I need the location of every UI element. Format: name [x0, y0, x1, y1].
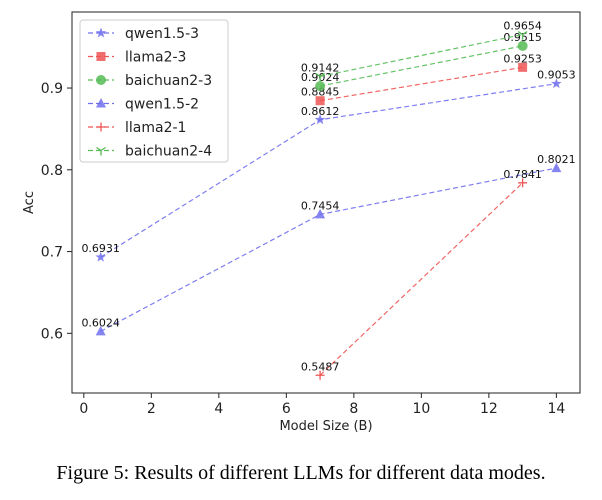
data-point	[315, 96, 325, 106]
data-label: 0.8021	[537, 153, 576, 166]
data-label: 0.8612	[301, 105, 340, 118]
series-baichuan2-4: 0.9142 0.9654	[301, 20, 542, 82]
x-axis-title: Model Size (B)	[279, 419, 372, 434]
data-point	[95, 251, 106, 262]
series-qwen1.5-2: 0.6024 0.7454 0.8021	[81, 153, 576, 336]
legend-item: llama2-3	[88, 50, 186, 66]
series-llama2-1: 0.5487 0.7841	[301, 168, 542, 380]
data-label: 0.9053	[537, 69, 576, 82]
legend-label: qwen1.5-2	[125, 97, 199, 113]
data-point	[315, 370, 325, 380]
legend: qwen1.5-3 llama2-3 baichuan2-3 qwen1.5-2 lla…	[79, 19, 229, 163]
series-line	[100, 167, 557, 332]
y-tick-label: 0.6	[41, 326, 63, 342]
data-point	[551, 78, 562, 89]
legend-label: llama2-3	[125, 50, 186, 66]
legend-item: llama2-1	[88, 120, 186, 136]
data-point	[315, 72, 325, 82]
data-point	[518, 62, 528, 72]
data-point	[517, 40, 528, 51]
data-point	[551, 162, 562, 173]
legend-item: qwen1.5-3	[88, 26, 199, 42]
x-tick-label: 2	[147, 401, 156, 417]
x-tick-label: 10	[412, 401, 430, 417]
legend-marker	[96, 98, 106, 108]
data-point	[315, 81, 326, 92]
data-label: 0.5487	[301, 360, 340, 373]
series-line	[319, 33, 523, 78]
data-point	[518, 178, 528, 188]
legend-label: llama2-1	[125, 120, 186, 136]
caption-text: Results of different LLMs for different …	[129, 462, 546, 484]
legend-label: baichuan2-4	[125, 144, 212, 160]
series-line	[319, 45, 523, 87]
data-label: 0.9142	[301, 61, 340, 74]
legend-marker	[96, 122, 106, 132]
x-tick-label: 8	[349, 401, 358, 417]
y-tick-label: 0.7	[41, 245, 63, 261]
x-tick-label: 12	[480, 401, 498, 417]
legend-box	[79, 19, 229, 163]
x-tick-label: 6	[282, 401, 291, 417]
legend-item: qwen1.5-2	[88, 97, 199, 113]
legend-item: baichuan2-4	[88, 144, 212, 160]
legend-marker	[96, 75, 106, 85]
data-label: 0.8845	[301, 86, 340, 99]
data-point	[95, 325, 106, 336]
data-label: 0.6024	[81, 316, 120, 329]
data-point	[314, 114, 326, 125]
x-tick-label: 14	[547, 401, 565, 417]
y-tick-label: 0.9	[41, 81, 63, 97]
series-llama2-3: 0.8845 0.9253	[301, 52, 542, 106]
data-label: 0.9654	[503, 20, 542, 33]
data-label: 0.7841	[503, 168, 542, 181]
chart: 0 2 4 6 8 10 12 14 0.6 0.7 0.8 0.9 Model Size (B) Acc…	[22, 11, 581, 434]
x-tick-label: 4	[214, 401, 223, 417]
data-point	[315, 208, 326, 219]
series-line	[319, 66, 523, 102]
series-qwen1.5-3: 0.6931 0.8612 0.9053	[81, 69, 576, 262]
legend-item: baichuan2-3	[88, 73, 212, 89]
data-label: 0.7454	[301, 199, 340, 212]
y-axis-title: Acc	[22, 191, 37, 214]
data-label: 0.6931	[81, 242, 120, 255]
y-tick-label: 0.8	[41, 163, 63, 179]
legend-label: baichuan2-3	[125, 73, 212, 89]
legend-marker	[95, 27, 107, 38]
x-tick-label: 0	[79, 401, 88, 417]
data-point	[517, 31, 528, 40]
legend-marker	[96, 146, 106, 156]
plot-frame	[71, 11, 581, 394]
legend-marker	[96, 52, 106, 61]
figure-caption: Figure 5: Results of different LLMs for …	[0, 462, 602, 485]
legend-label: qwen1.5-3	[125, 26, 199, 42]
data-label: 0.9253	[503, 52, 542, 65]
caption-label: Figure 5:	[56, 462, 130, 484]
series-line	[319, 182, 524, 376]
